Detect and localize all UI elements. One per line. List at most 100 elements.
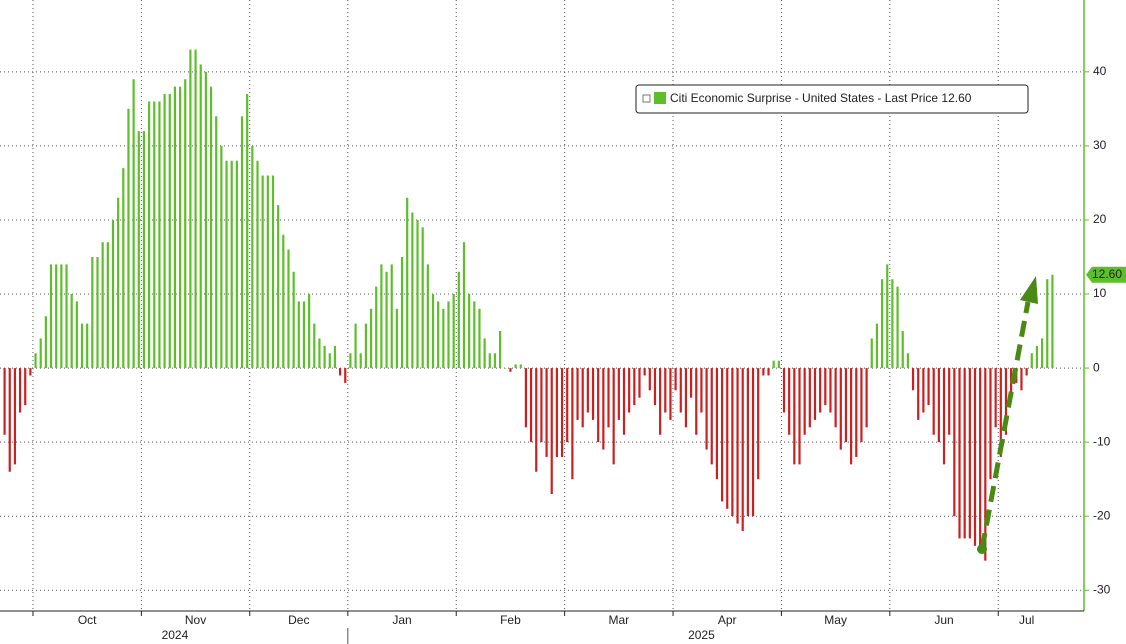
bar (757, 368, 760, 480)
bar (225, 160, 228, 369)
bar (184, 79, 187, 369)
bar (333, 345, 337, 369)
bar (13, 368, 17, 465)
bar (865, 368, 868, 428)
bar (209, 86, 213, 369)
bar (457, 271, 460, 369)
y-tick-label: -20 (1093, 508, 1111, 522)
bar (271, 175, 275, 369)
bar (834, 368, 837, 428)
bar (726, 368, 729, 509)
bar (973, 368, 977, 546)
bar (896, 286, 899, 369)
arrow-head (1020, 276, 1038, 304)
bar (122, 168, 125, 369)
bar (199, 64, 202, 369)
bar (127, 108, 130, 369)
bar (421, 227, 424, 369)
x-tick-label: Nov (185, 613, 206, 627)
bar (153, 101, 156, 369)
bar (80, 323, 84, 369)
bar (535, 368, 538, 472)
bar (431, 294, 435, 369)
bar (664, 368, 667, 413)
bar (622, 368, 626, 435)
bar (163, 94, 166, 369)
bar (886, 264, 889, 369)
bar (638, 368, 641, 398)
bar (782, 368, 786, 413)
bar (1025, 368, 1028, 376)
bar (911, 368, 915, 391)
year-label: 2025 (688, 628, 715, 642)
bar (106, 242, 109, 369)
bar (338, 368, 342, 376)
bar (292, 271, 295, 369)
y-tick-label: -10 (1093, 434, 1111, 448)
x-tick-label: Feb (500, 613, 521, 627)
bar (416, 219, 419, 369)
bar (772, 360, 775, 369)
bar (529, 368, 533, 443)
bar (369, 308, 373, 369)
bar (1040, 338, 1044, 369)
bar (571, 368, 574, 480)
bar (261, 175, 264, 369)
bar (437, 301, 440, 369)
bar (230, 160, 233, 369)
bar (380, 264, 383, 369)
bar (168, 94, 171, 369)
bar (824, 368, 827, 406)
bar (111, 219, 115, 369)
bar (922, 368, 925, 413)
bar (720, 368, 724, 502)
bar (246, 94, 249, 369)
bar (855, 368, 858, 457)
x-tick-label: May (824, 613, 847, 627)
x-tick-label: Dec (288, 613, 309, 627)
bar (504, 368, 507, 369)
bar (39, 338, 42, 369)
bar (958, 368, 961, 539)
bar (96, 256, 99, 369)
bar (524, 368, 528, 428)
bar (653, 368, 657, 406)
bar (70, 294, 73, 369)
bar (251, 145, 254, 369)
bar (793, 368, 796, 465)
y-tick-label: 40 (1093, 64, 1107, 78)
bar (679, 368, 682, 413)
bar (318, 338, 321, 369)
bar (700, 368, 703, 413)
bar (178, 86, 182, 369)
bar (710, 368, 713, 465)
bar (906, 353, 909, 369)
bar (746, 368, 749, 517)
bar (953, 368, 956, 517)
bar (860, 368, 863, 443)
bar (901, 331, 904, 369)
bar (560, 368, 564, 457)
bar (917, 368, 920, 420)
y-tick-label: 10 (1093, 286, 1107, 300)
bar (576, 368, 579, 420)
bar (540, 368, 543, 443)
bar (282, 234, 285, 369)
bar (581, 368, 584, 428)
bar (819, 368, 822, 413)
bar (442, 308, 445, 369)
legend-toggle (642, 94, 651, 103)
bar (731, 368, 734, 517)
bar (235, 160, 238, 369)
bar (395, 308, 398, 369)
bar (173, 86, 177, 369)
bar (994, 368, 997, 428)
bar (607, 368, 610, 428)
bar (142, 131, 146, 369)
bar (3, 368, 6, 435)
bar (942, 368, 946, 465)
y-tick-label: 20 (1093, 212, 1107, 226)
x-tick-label: Jun (934, 613, 953, 627)
bar (60, 264, 63, 369)
bar (648, 368, 651, 391)
